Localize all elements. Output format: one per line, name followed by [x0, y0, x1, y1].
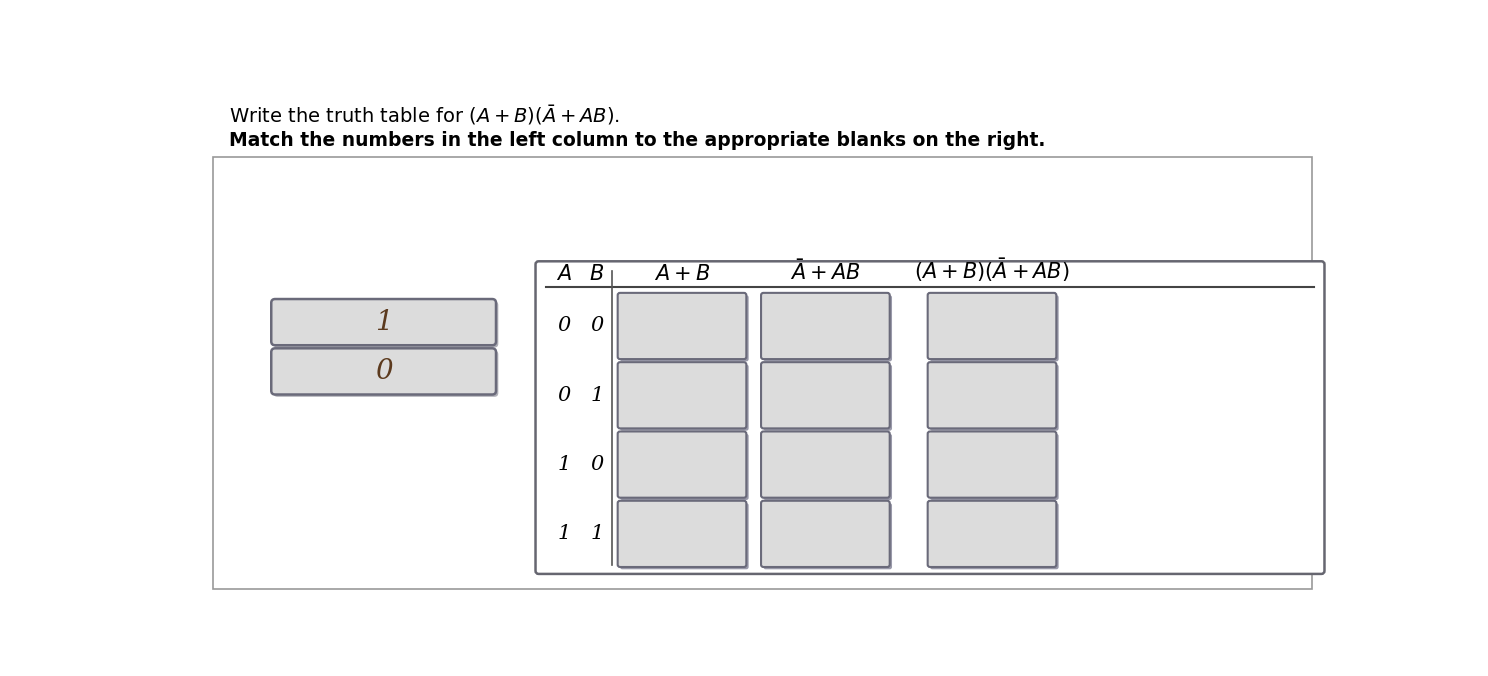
- FancyBboxPatch shape: [763, 295, 891, 362]
- FancyBboxPatch shape: [760, 431, 890, 498]
- FancyBboxPatch shape: [620, 434, 748, 500]
- Text: 0: 0: [591, 455, 603, 474]
- Text: 1: 1: [591, 525, 603, 544]
- FancyBboxPatch shape: [618, 362, 747, 429]
- FancyBboxPatch shape: [620, 295, 748, 362]
- Text: Match the numbers in the left column to the appropriate blanks on the right.: Match the numbers in the left column to …: [229, 131, 1045, 150]
- Text: 0: 0: [591, 316, 603, 335]
- Text: $A+B$: $A+B$: [653, 264, 710, 284]
- Text: 0: 0: [375, 358, 393, 385]
- FancyBboxPatch shape: [927, 501, 1056, 567]
- FancyBboxPatch shape: [760, 362, 890, 429]
- Text: 1: 1: [558, 525, 571, 544]
- FancyBboxPatch shape: [930, 364, 1058, 431]
- FancyBboxPatch shape: [274, 301, 498, 347]
- Text: 0: 0: [558, 386, 571, 405]
- FancyBboxPatch shape: [763, 434, 891, 500]
- Text: $(A+B)(\bar{A}+AB)$: $(A+B)(\bar{A}+AB)$: [914, 256, 1070, 284]
- FancyBboxPatch shape: [620, 364, 748, 431]
- FancyBboxPatch shape: [618, 431, 747, 498]
- Text: 1: 1: [375, 309, 393, 335]
- FancyBboxPatch shape: [536, 262, 1324, 574]
- FancyBboxPatch shape: [271, 348, 496, 395]
- Text: $\bar{A}+AB$: $\bar{A}+AB$: [790, 260, 860, 284]
- FancyBboxPatch shape: [930, 503, 1058, 569]
- FancyBboxPatch shape: [763, 364, 891, 431]
- Text: $B$: $B$: [589, 264, 604, 284]
- FancyBboxPatch shape: [927, 431, 1056, 498]
- FancyBboxPatch shape: [274, 351, 498, 397]
- FancyBboxPatch shape: [213, 157, 1312, 589]
- FancyBboxPatch shape: [930, 295, 1058, 362]
- Text: Write the truth table for $(A + B)(\bar{A} + AB)$.: Write the truth table for $(A + B)(\bar{…: [229, 103, 619, 126]
- FancyBboxPatch shape: [760, 501, 890, 567]
- FancyBboxPatch shape: [763, 503, 891, 569]
- Text: $A$: $A$: [557, 264, 573, 284]
- FancyBboxPatch shape: [927, 293, 1056, 359]
- Text: 0: 0: [558, 316, 571, 335]
- FancyBboxPatch shape: [930, 434, 1058, 500]
- Text: 1: 1: [558, 455, 571, 474]
- FancyBboxPatch shape: [618, 293, 747, 359]
- FancyBboxPatch shape: [760, 293, 890, 359]
- FancyBboxPatch shape: [618, 501, 747, 567]
- FancyBboxPatch shape: [271, 299, 496, 345]
- FancyBboxPatch shape: [927, 362, 1056, 429]
- FancyBboxPatch shape: [620, 503, 748, 569]
- Text: 1: 1: [591, 386, 603, 405]
